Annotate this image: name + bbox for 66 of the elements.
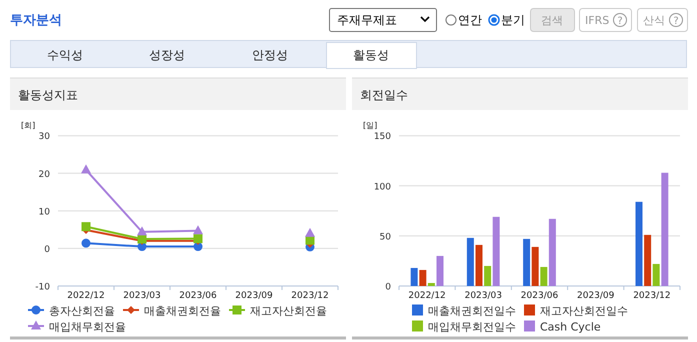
bar [523, 238, 530, 286]
legend-label: 매출채권회전일수 [428, 304, 516, 318]
y-tick-label: 50 [380, 232, 392, 242]
bar [419, 270, 426, 286]
y-tick-label: 10 [38, 207, 50, 218]
point [137, 226, 147, 236]
text: 연간 [458, 13, 482, 27]
legend-label: 총자산회전율 [49, 304, 115, 318]
y-tick-label: 0 [385, 282, 392, 292]
chart-title: 회전일수 [360, 88, 408, 102]
bar [428, 282, 435, 286]
legend-label: 재고자산회전율 [250, 304, 327, 318]
point [82, 238, 90, 248]
y-tick-label: 150 [374, 132, 392, 142]
text: 산식 [643, 14, 665, 27]
point [82, 222, 90, 232]
x-tick-label: 2022/12 [408, 291, 446, 301]
bar [484, 266, 492, 286]
y-tick-label: 100 [374, 182, 392, 192]
x-tick-label: 2023/06 [179, 291, 217, 301]
point [193, 225, 203, 234]
point [81, 164, 91, 174]
x-tick-label: 2023/03 [123, 291, 161, 301]
text: 투자분석 [10, 13, 62, 28]
text: 활동성 [353, 48, 389, 62]
x-tick-label: 2023/06 [520, 291, 558, 301]
text: IFRS [585, 14, 610, 27]
y-axis-title: [회] [21, 121, 36, 130]
bar [652, 264, 660, 286]
y-tick-label: 20 [38, 170, 50, 180]
legend-label: 재고자산회전일수 [540, 304, 628, 318]
text: 분기 [501, 13, 525, 27]
y-tick-label: 0 [44, 244, 50, 255]
chart-title: 활동성지표 [18, 88, 78, 102]
text: 성장성 [149, 48, 185, 62]
bar [532, 246, 539, 286]
text: 수익성 [47, 48, 83, 62]
bar [492, 216, 500, 286]
x-tick-label: 2023/03 [464, 291, 502, 301]
text: ? [673, 16, 679, 27]
bar [661, 172, 668, 286]
x-tick-label: 2022/12 [67, 291, 105, 301]
y-tick-label: 30 [38, 132, 50, 142]
bar [476, 244, 482, 286]
legend-label: 매입채무회전일수 [428, 320, 516, 334]
text: 검색 [541, 14, 563, 27]
bar [636, 202, 642, 286]
point [305, 228, 315, 237]
bar [540, 266, 548, 286]
bar [410, 268, 418, 286]
x-tick-label: 2023/12 [291, 291, 329, 301]
legend-label: 매출채권회전율 [144, 304, 221, 318]
x-tick-label: 2023/12 [633, 291, 671, 301]
bar [548, 218, 556, 286]
legend-label: 매입채무회전율 [49, 320, 126, 334]
text: 주재무제표 [337, 13, 397, 27]
y-axis-title: [일] [363, 121, 378, 130]
y-tick-label: -10 [35, 282, 50, 292]
text: 안정성 [252, 48, 288, 62]
bar [436, 256, 444, 286]
bar [644, 234, 652, 286]
legend-label: Cash Cycle [540, 320, 601, 334]
bar [466, 238, 474, 286]
x-tick-label: 2023/09 [235, 291, 273, 301]
text: ? [617, 16, 623, 27]
x-tick-label: 2023/09 [577, 291, 615, 301]
